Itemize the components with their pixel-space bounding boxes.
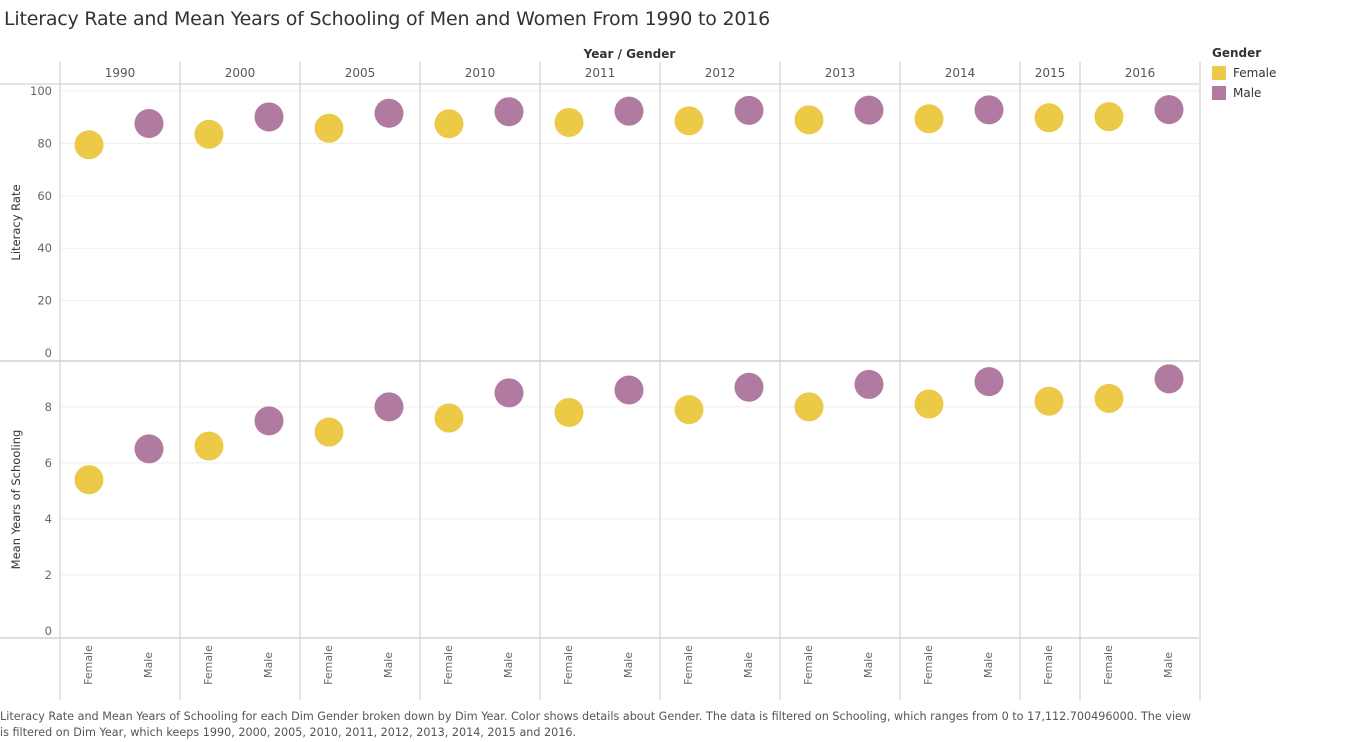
y-tick-label: 60 <box>37 189 52 203</box>
gender-label-male: Male <box>262 652 275 678</box>
data-point-schooling-female-2016 <box>1094 383 1124 413</box>
data-point-literacy-female-2010 <box>434 109 464 139</box>
gender-label-female: Female <box>1102 645 1115 685</box>
legend-swatch-male <box>1212 86 1226 100</box>
gender-label-male: Male <box>742 652 755 678</box>
year-header-2010: 2010 <box>465 66 496 80</box>
data-point-literacy-female-2013 <box>794 105 824 135</box>
legend-label-male: Male <box>1233 86 1262 100</box>
data-point-literacy-male-2000 <box>254 102 284 132</box>
y-tick-label: 40 <box>37 241 52 255</box>
legend-title: Gender <box>1212 46 1262 60</box>
chart-caption: Literacy Rate and Mean Years of Schoolin… <box>0 710 1192 739</box>
y-tick-label: 2 <box>45 568 52 582</box>
data-point-literacy-female-1990 <box>74 130 104 160</box>
year-header-2000: 2000 <box>225 66 256 80</box>
data-point-schooling-female-2015 <box>1034 386 1064 416</box>
data-point-literacy-female-2000 <box>194 119 224 149</box>
gender-label-male: Male <box>1162 652 1175 678</box>
data-point-schooling-male-2010 <box>494 378 524 408</box>
gender-label-female: Female <box>682 645 695 685</box>
y-tick-label: 80 <box>37 136 52 150</box>
year-header-2016: 2016 <box>1125 66 1156 80</box>
data-point-literacy-male-1990 <box>134 108 164 138</box>
year-header-2012: 2012 <box>705 66 736 80</box>
year-header-2014: 2014 <box>945 66 976 80</box>
year-header-2013: 2013 <box>825 66 856 80</box>
y-tick-label: 6 <box>45 456 52 470</box>
data-point-schooling-male-2005 <box>374 392 404 422</box>
y-tick-label: 0 <box>45 346 52 360</box>
year-header-2011: 2011 <box>585 66 616 80</box>
data-point-literacy-female-2012 <box>674 106 704 136</box>
y-tick-label: 100 <box>30 84 52 98</box>
gender-label-male: Male <box>382 652 395 678</box>
data-point-schooling-male-2012 <box>734 372 764 402</box>
data-point-schooling-male-2000 <box>254 406 284 436</box>
gender-label-male: Male <box>622 652 635 678</box>
chart-title: Literacy Rate and Mean Years of Schoolin… <box>4 8 771 30</box>
legend-item-male[interactable]: Male <box>1212 83 1276 103</box>
year-header-2015: 2015 <box>1035 66 1066 80</box>
data-point-literacy-male-2011 <box>614 96 644 126</box>
y-axis-label: Mean Years of Schooling <box>9 430 23 570</box>
data-point-literacy-male-2005 <box>374 98 404 128</box>
data-point-literacy-female-2011 <box>554 107 584 137</box>
y-tick-label: 20 <box>37 294 52 308</box>
gender-label-male: Male <box>862 652 875 678</box>
data-point-literacy-male-2010 <box>494 97 524 127</box>
column-header-label: Year / Gender <box>583 47 676 61</box>
year-header-1990: 1990 <box>105 66 136 80</box>
data-point-literacy-female-2016 <box>1094 102 1124 132</box>
data-point-literacy-female-2014 <box>914 104 944 134</box>
gender-label-female: Female <box>82 645 95 685</box>
gender-label-female: Female <box>322 645 335 685</box>
data-point-schooling-male-2013 <box>854 369 884 399</box>
data-point-schooling-male-2011 <box>614 375 644 405</box>
data-point-schooling-female-2000 <box>194 431 224 461</box>
y-axis-label: Literacy Rate <box>9 184 23 260</box>
gender-label-male: Male <box>982 652 995 678</box>
data-point-schooling-female-2010 <box>434 403 464 433</box>
y-tick-label: 0 <box>45 624 52 638</box>
data-point-literacy-male-2012 <box>734 95 764 125</box>
data-point-literacy-male-2014 <box>974 95 1004 125</box>
data-point-literacy-female-2005 <box>314 113 344 143</box>
gender-label-female: Female <box>562 645 575 685</box>
data-point-schooling-female-2011 <box>554 397 584 427</box>
gender-label-female: Female <box>1042 645 1055 685</box>
gender-label-female: Female <box>442 645 455 685</box>
year-header-2005: 2005 <box>345 66 376 80</box>
legend-swatch-female <box>1212 66 1226 80</box>
gender-label-female: Female <box>922 645 935 685</box>
data-point-literacy-male-2016 <box>1154 95 1184 125</box>
gender-label-female: Female <box>802 645 815 685</box>
data-point-literacy-male-2013 <box>854 95 884 125</box>
data-point-literacy-female-2015 <box>1034 103 1064 133</box>
data-point-schooling-female-2005 <box>314 417 344 447</box>
data-point-schooling-female-1990 <box>74 465 104 495</box>
gender-label-female: Female <box>202 645 215 685</box>
y-tick-label: 4 <box>45 512 52 526</box>
data-point-schooling-female-2012 <box>674 395 704 425</box>
data-point-schooling-male-2014 <box>974 367 1004 397</box>
legend-label-female: Female <box>1233 66 1277 80</box>
legend-item-female[interactable]: Female <box>1212 63 1276 83</box>
gender-label-male: Male <box>502 652 515 678</box>
legend[interactable]: Gender Female Male <box>1212 46 1276 103</box>
gender-label-male: Male <box>142 652 155 678</box>
data-point-schooling-male-1990 <box>134 434 164 464</box>
data-point-schooling-male-2016 <box>1154 364 1184 394</box>
y-tick-label: 8 <box>45 400 52 414</box>
data-point-schooling-female-2014 <box>914 389 944 419</box>
data-point-schooling-female-2013 <box>794 392 824 422</box>
